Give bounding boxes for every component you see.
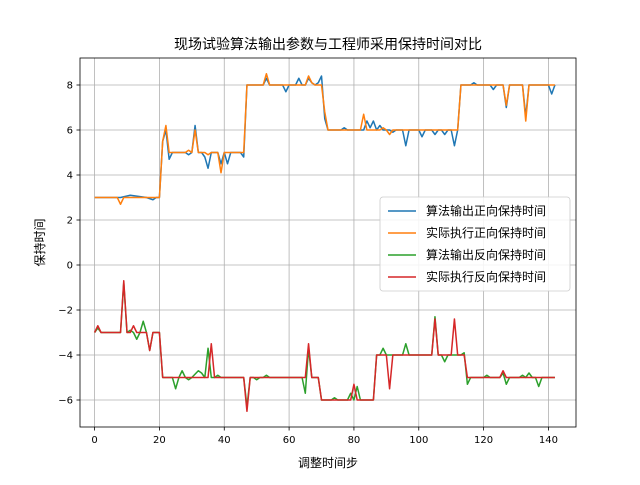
y-tick-label: 4 (67, 171, 73, 182)
x-tick-label: 40 (218, 435, 231, 446)
axes-frame (79, 57, 577, 428)
y-tick-label: −2 (58, 306, 73, 317)
y-tick-label: 8 (67, 81, 73, 92)
legend-label-4: 实际执行反向保持时间 (426, 269, 546, 284)
y-tick-label: −4 (58, 351, 73, 362)
y-tick-label: 2 (67, 216, 73, 227)
chart-title: 现场试验算法输出参数与工程师采用保持时间对比 (174, 36, 482, 53)
legend-label-2: 实际执行正向保持时间 (426, 225, 546, 240)
x-tick-label: 140 (539, 435, 558, 446)
x-tick-label: 60 (283, 435, 296, 446)
legend-label-3: 算法输出反向保持时间 (426, 247, 546, 262)
y-tick-label: −6 (58, 396, 73, 407)
y-tick-label: 6 (67, 126, 73, 137)
legend-label-1: 算法输出正向保持时间 (426, 203, 546, 218)
axis-ticks: 0 20 40 60 80 100 120 140 −6 −4 −2 0 2 4 6 8 (58, 81, 558, 447)
x-tick-label: 100 (409, 435, 428, 446)
plot-series (93, 73, 556, 412)
x-tick-label: 0 (91, 435, 97, 446)
y-axis-label: 保持时间 (32, 218, 47, 266)
series-line-4 (93, 280, 555, 412)
x-tick-label: 120 (474, 435, 493, 446)
series-line-2 (94, 73, 555, 205)
x-tick-label: 20 (153, 435, 166, 446)
x-tick-label: 80 (348, 435, 361, 446)
legend-box (379, 196, 571, 292)
y-tick-label: 0 (67, 261, 73, 272)
x-axis-label: 调整时间步 (298, 455, 358, 470)
